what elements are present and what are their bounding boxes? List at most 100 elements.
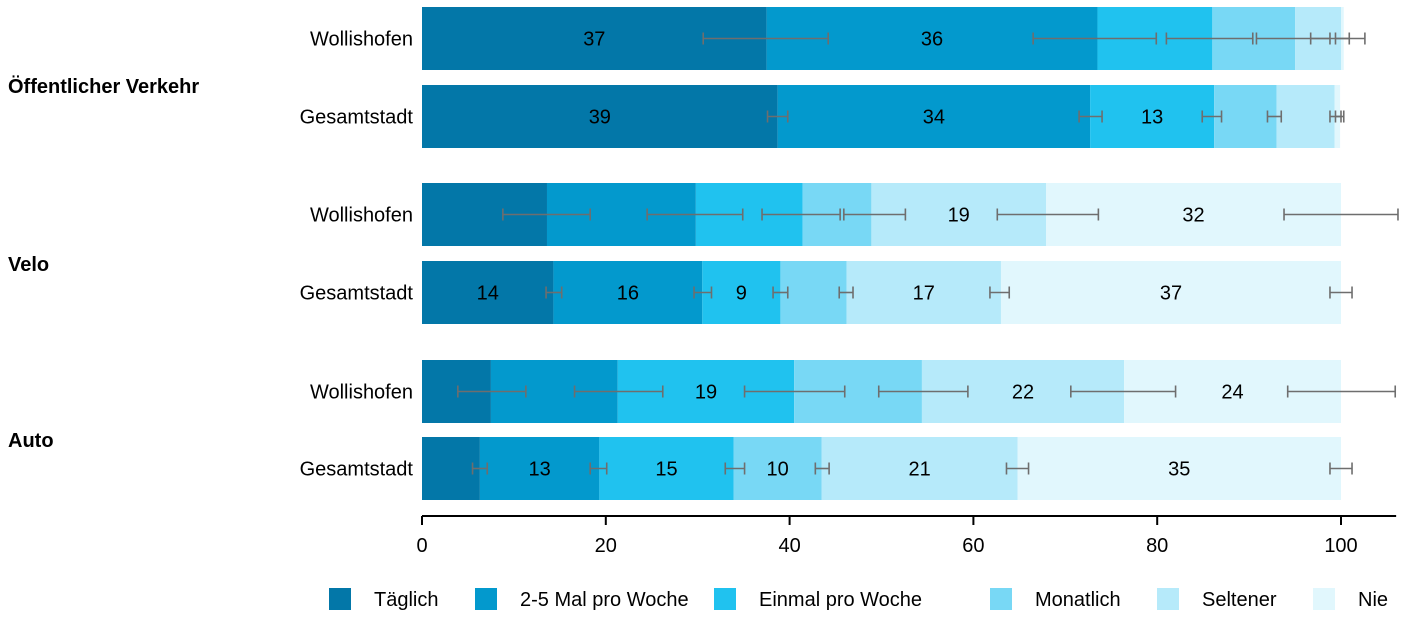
x-tick-label: 100 [1324, 535, 1357, 557]
bars-layer [422, 7, 1344, 500]
error-bar [1329, 462, 1353, 475]
data-label: 19 [948, 205, 970, 227]
error-bar [1286, 385, 1397, 398]
error-bar [1329, 286, 1353, 299]
error-bar [702, 32, 829, 45]
bar-segment [422, 437, 480, 500]
data-label: 24 [1221, 382, 1243, 404]
legend-swatch [475, 588, 497, 610]
error-bar [471, 462, 489, 475]
data-label: 32 [1182, 205, 1204, 227]
legend-item: 2-5 Mal pro Woche [475, 588, 689, 611]
data-label: 15 [655, 459, 677, 481]
x-axis: 0 20 40 60 80 100 [416, 515, 1397, 557]
data-label: 39 [589, 107, 611, 129]
error-bar [1070, 385, 1177, 398]
error-bar [1005, 462, 1030, 475]
legend-label: Monatlich [1035, 589, 1121, 611]
error-bar [1283, 208, 1399, 221]
bar-category-label: Wollishofen [310, 382, 413, 404]
legend-swatch [329, 588, 351, 610]
data-label: 13 [529, 459, 551, 481]
bar-segment [1000, 261, 1341, 324]
bar-segment [846, 261, 1001, 324]
legend-swatch [714, 588, 736, 610]
legend: Täglich 2-5 Mal pro Woche Einmal pro Woche… [329, 588, 1388, 611]
error-bar [1201, 110, 1223, 123]
bar-segment [1090, 85, 1215, 148]
legend-label: Einmal pro Woche [759, 589, 922, 611]
data-label: 17 [913, 283, 935, 305]
x-tick-label: 60 [962, 535, 984, 557]
error-bar [1334, 32, 1351, 45]
bar-segment [422, 261, 554, 324]
error-bar [1165, 32, 1254, 45]
error-bar [589, 462, 608, 475]
legend-label: Seltener [1202, 589, 1277, 611]
error-bar [573, 385, 664, 398]
error-bar [1334, 110, 1345, 123]
error-bar [646, 208, 744, 221]
data-label: 35 [1168, 459, 1190, 481]
error-bar [838, 286, 854, 299]
error-bar [814, 462, 830, 475]
bar-segment [1214, 85, 1277, 148]
error-bars-layer [457, 32, 1399, 475]
bar-segment [599, 437, 734, 500]
data-label: 10 [767, 459, 789, 481]
legend-swatch [1313, 588, 1335, 610]
error-bar [766, 110, 789, 123]
legend-item: Täglich [329, 588, 438, 611]
group-label: Auto [8, 430, 54, 452]
group-label: Öffentlicher Verkehr [8, 75, 199, 98]
legend-item: Monatlich [990, 588, 1121, 611]
legend-swatch [990, 588, 1012, 610]
error-bar [545, 286, 563, 299]
bar-segment [422, 85, 778, 148]
error-bar [877, 385, 969, 398]
error-bar [996, 208, 1100, 221]
error-bar [743, 385, 846, 398]
bar-category-label: Wollishofen [310, 205, 413, 227]
data-label: 34 [923, 107, 945, 129]
legend-item: Nie [1313, 588, 1388, 611]
error-bar [772, 286, 789, 299]
error-bar [693, 286, 713, 299]
category-labels-layer: Öffentlicher Verkehr Wollishofen Gesamtsta… [8, 29, 413, 481]
bar-category-label: Gesamtstadt [300, 107, 414, 129]
data-label: 19 [695, 382, 717, 404]
error-bar [457, 385, 527, 398]
legend-item: Seltener [1157, 588, 1277, 611]
legend-label: 2-5 Mal pro Woche [520, 589, 689, 611]
data-label: 14 [477, 283, 499, 305]
data-label: 37 [583, 29, 605, 51]
x-tick-label: 40 [778, 535, 800, 557]
error-bar [1078, 110, 1103, 123]
error-bar [1032, 32, 1158, 45]
bar-segment [702, 261, 781, 324]
data-label: 9 [736, 283, 747, 305]
group-label: Velo [8, 254, 49, 276]
data-label: 22 [1012, 382, 1034, 404]
bar-category-label: Wollishofen [310, 29, 413, 51]
x-tick-label: 0 [416, 535, 427, 557]
bar-segment [733, 437, 822, 500]
x-tick-label: 80 [1146, 535, 1168, 557]
bar-segment [553, 261, 703, 324]
error-bar [502, 208, 591, 221]
value-labels-layer: 37 36 39 34 13 19 32 14 16 9 17 37 19 22 24 13 15 10 21 35 [477, 29, 1244, 481]
error-bar [1266, 110, 1283, 123]
bar-segment [1017, 437, 1341, 500]
error-bar [761, 208, 841, 221]
legend-label: Täglich [374, 589, 438, 611]
legend-swatch [1157, 588, 1179, 610]
legend-item: Einmal pro Woche [714, 588, 922, 611]
data-label: 13 [1141, 107, 1163, 129]
bar-segment [821, 437, 1018, 500]
bar-category-label: Gesamtstadt [300, 283, 414, 305]
legend-label: Nie [1358, 589, 1388, 611]
bar-segment [1276, 85, 1335, 148]
bar-segment [780, 261, 847, 324]
data-label: 16 [617, 283, 639, 305]
